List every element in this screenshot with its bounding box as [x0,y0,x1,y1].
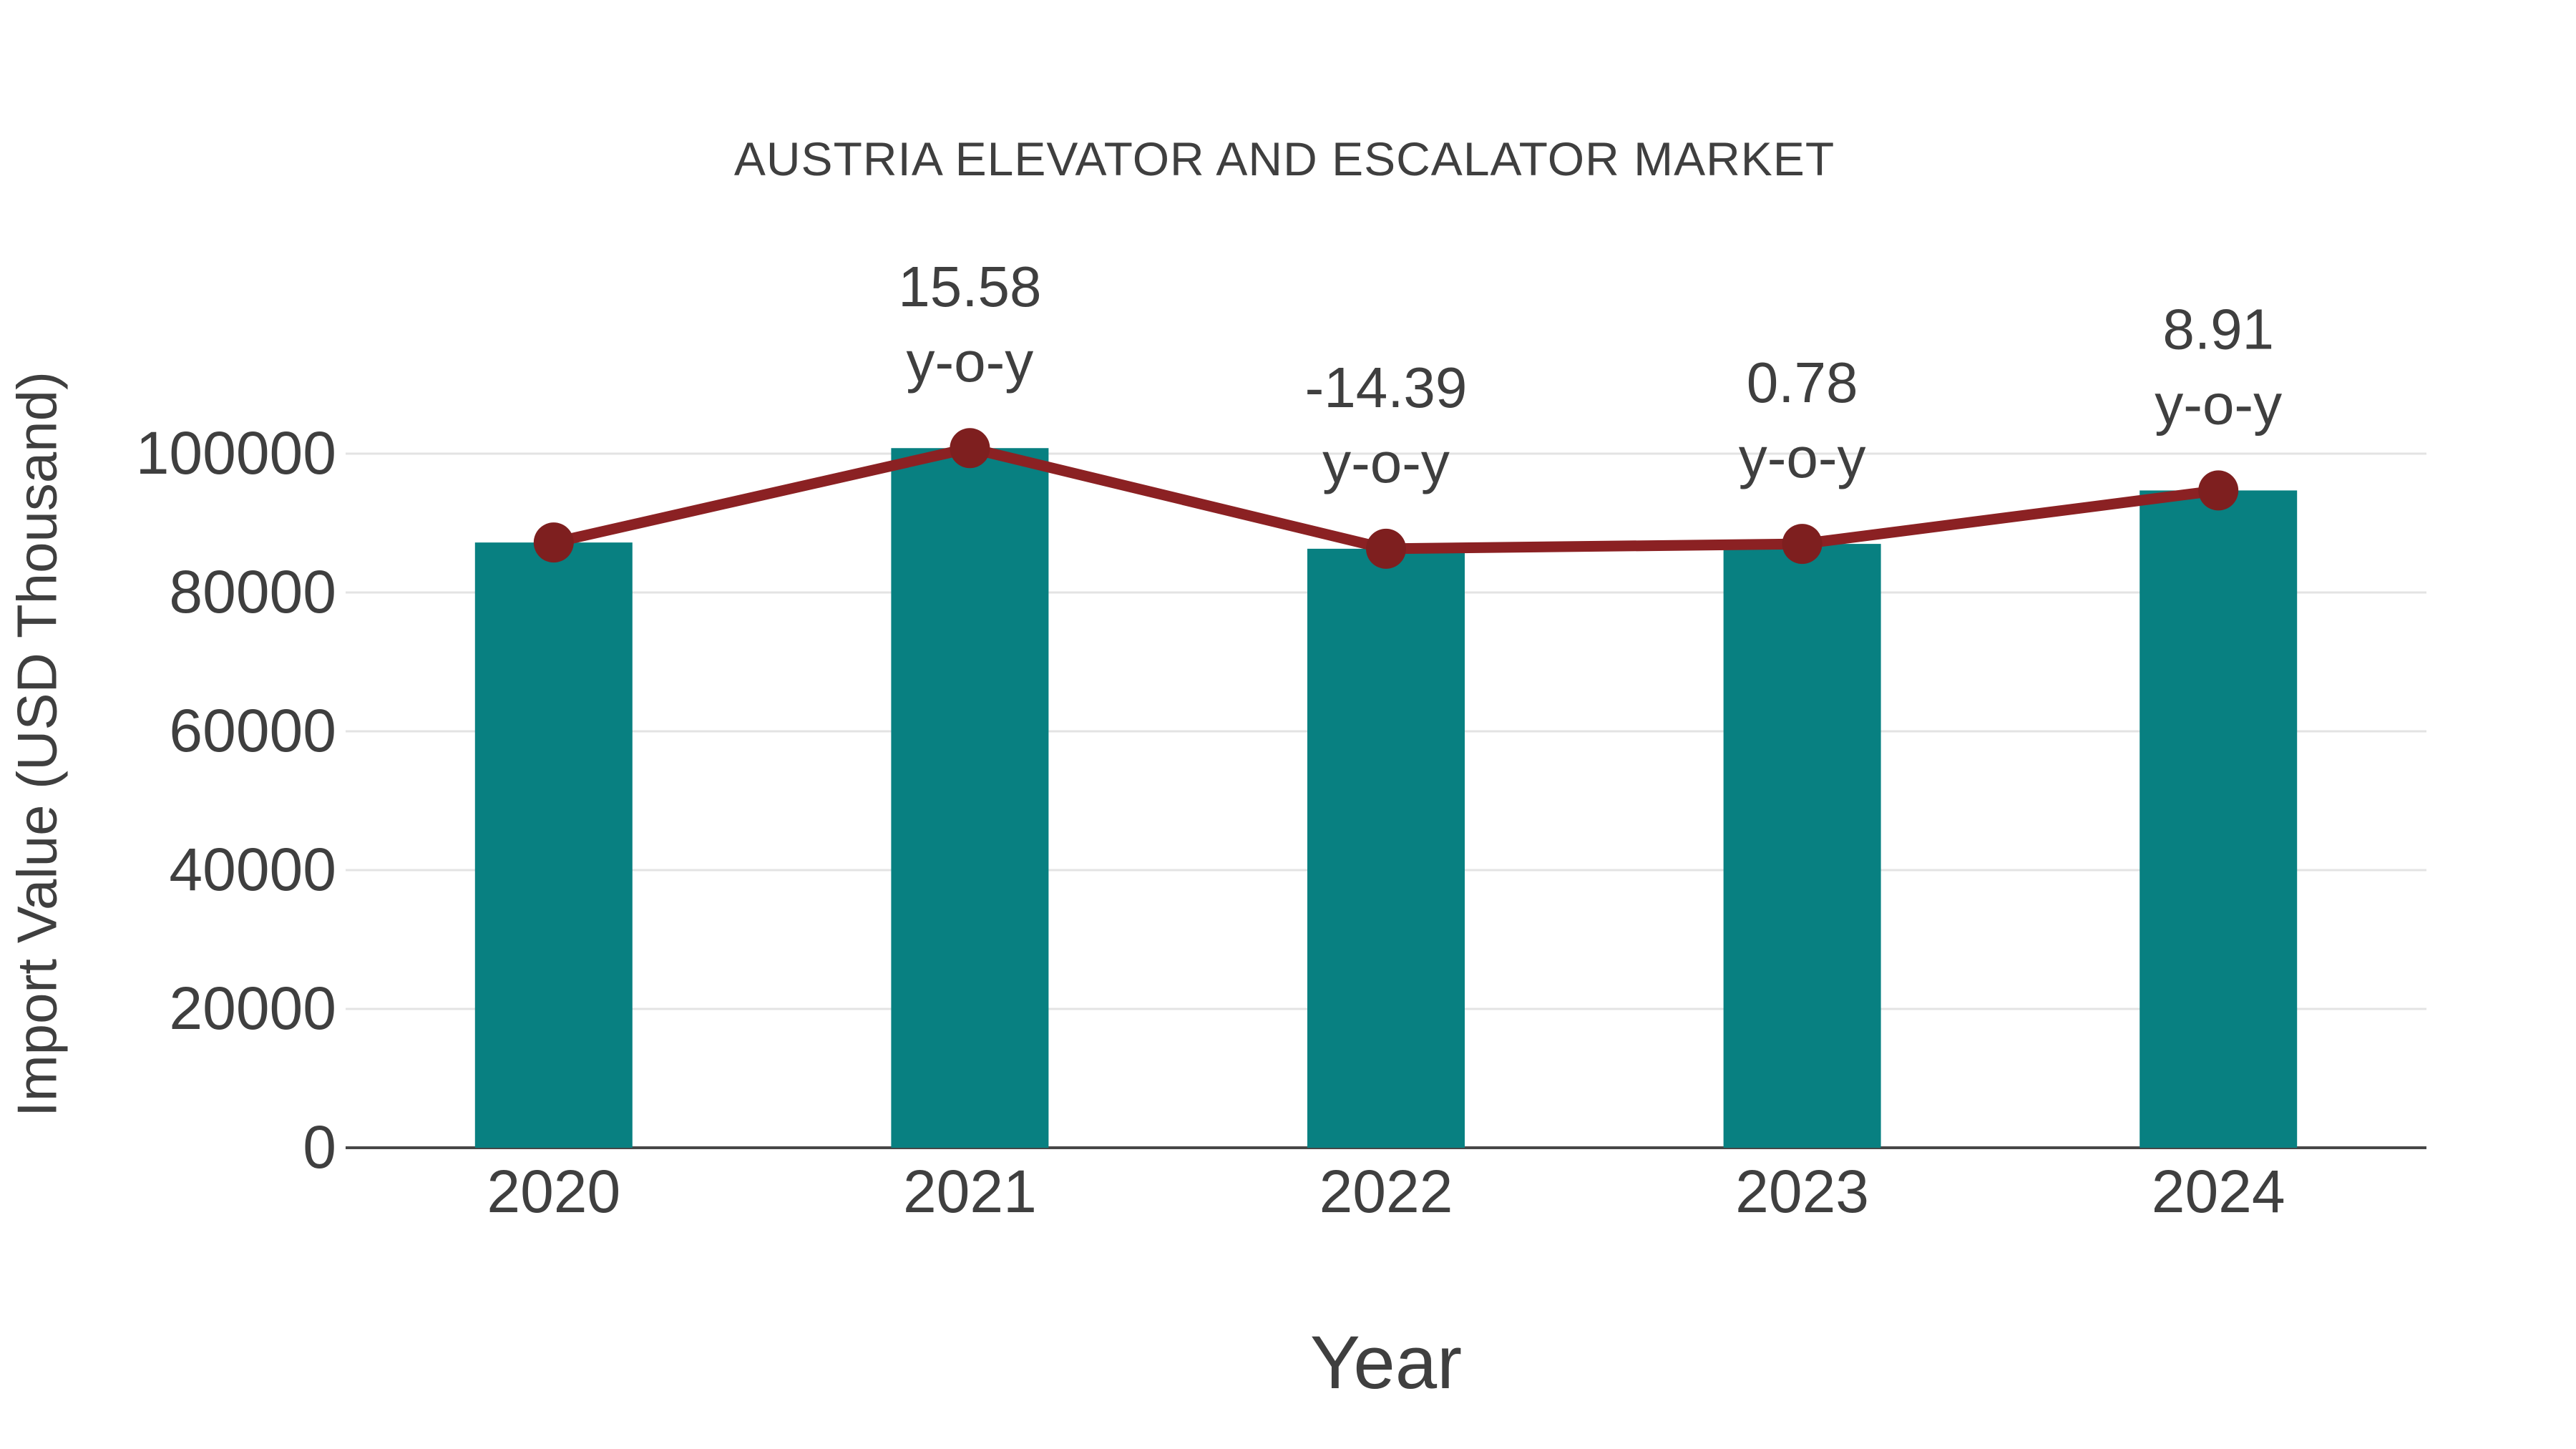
y-tick-labels: 0 20000 40000 60000 80000 100000 [136,419,336,1181]
bar [1307,548,1465,1148]
annotation-label: y-o-y [907,330,1034,394]
bar [474,542,633,1148]
line-marker [1782,524,1823,565]
bar [2140,490,2298,1148]
annotation-label: y-o-y [1739,426,1866,489]
y-tick-label: 0 [303,1113,336,1181]
y-tick-label: 40000 [169,836,336,903]
y-tick-label: 80000 [169,558,336,625]
line-marker [950,428,990,469]
x-axis-title: Year [1309,1321,1463,1405]
annotation-label: y-o-y [1322,431,1450,494]
bar [1723,544,1881,1148]
bar-series [474,448,2298,1148]
y-tick-label: 20000 [169,975,336,1042]
x-tick-label: 2024 [2152,1158,2285,1225]
x-tick-label: 2022 [1319,1158,1453,1225]
annotation-label: y-o-y [2155,372,2282,436]
x-tick-label: 2023 [1735,1158,1869,1225]
annotations: 15.58 y-o-y -14.39 y-o-y 0.78 y-o-y 8.91 y-o-y [898,255,2282,494]
annotation-value: -14.39 [1305,356,1468,419]
x-tick-label: 2020 [487,1158,620,1225]
bar [891,448,1049,1148]
annotation-value: 8.91 [2162,297,2274,361]
annotation-value: 15.58 [898,255,1041,318]
annotation-value: 0.78 [1747,351,1858,414]
line-marker [2198,470,2239,511]
line-marker [1366,528,1406,569]
line-marker [533,522,574,563]
chart-title: AUSTRIA ELEVATOR AND ESCALATOR MARKET [733,132,1835,185]
y-tick-label: 100000 [136,419,336,487]
line-series [533,428,2239,569]
x-tick-labels: 2020 2021 2022 2023 2024 [487,1158,2285,1225]
x-tick-label: 2021 [903,1158,1037,1225]
y-tick-label: 60000 [169,697,336,764]
